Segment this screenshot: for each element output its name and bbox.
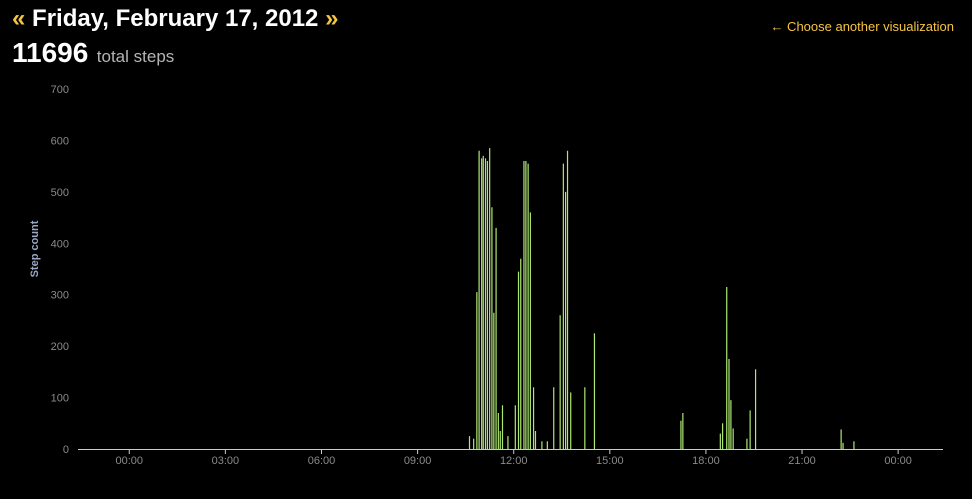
x-tick-label: 03:00: [212, 455, 240, 467]
y-tick-label: 200: [51, 341, 69, 353]
total-steps-label: total steps: [96, 47, 175, 66]
y-tick-label: 500: [51, 187, 69, 199]
y-tick-label: 400: [51, 238, 69, 250]
x-tick-label: 15:00: [596, 455, 624, 467]
x-tick-label: 18:00: [692, 455, 720, 467]
x-tick-label: 09:00: [404, 455, 432, 467]
next-day-arrow[interactable]: »: [325, 5, 339, 32]
y-tick-label: 700: [51, 84, 69, 96]
y-tick-label: 300: [51, 290, 69, 302]
steps-summary: 11696 total steps: [12, 36, 338, 75]
y-tick-label: 0: [63, 444, 69, 456]
date-row: « Friday, February 17, 2012 »: [12, 4, 338, 34]
x-tick-label: 12:00: [500, 455, 528, 467]
choose-visualization-link[interactable]: ← Choose another visualization: [770, 19, 954, 34]
x-tick-label: 21:00: [788, 455, 816, 467]
x-tick-label: 00:00: [884, 455, 912, 467]
prev-day-arrow[interactable]: «: [12, 5, 26, 32]
total-steps-count: 11696: [12, 37, 89, 68]
header: « Friday, February 17, 2012 » 11696 tota…: [12, 4, 338, 75]
y-axis-label: Step count: [29, 220, 41, 277]
x-tick-label: 06:00: [308, 455, 336, 467]
x-tick-label: 00:00: [115, 455, 143, 467]
current-date: Friday, February 17, 2012: [32, 5, 319, 32]
y-tick-label: 600: [51, 135, 69, 147]
y-tick-label: 100: [51, 393, 69, 405]
